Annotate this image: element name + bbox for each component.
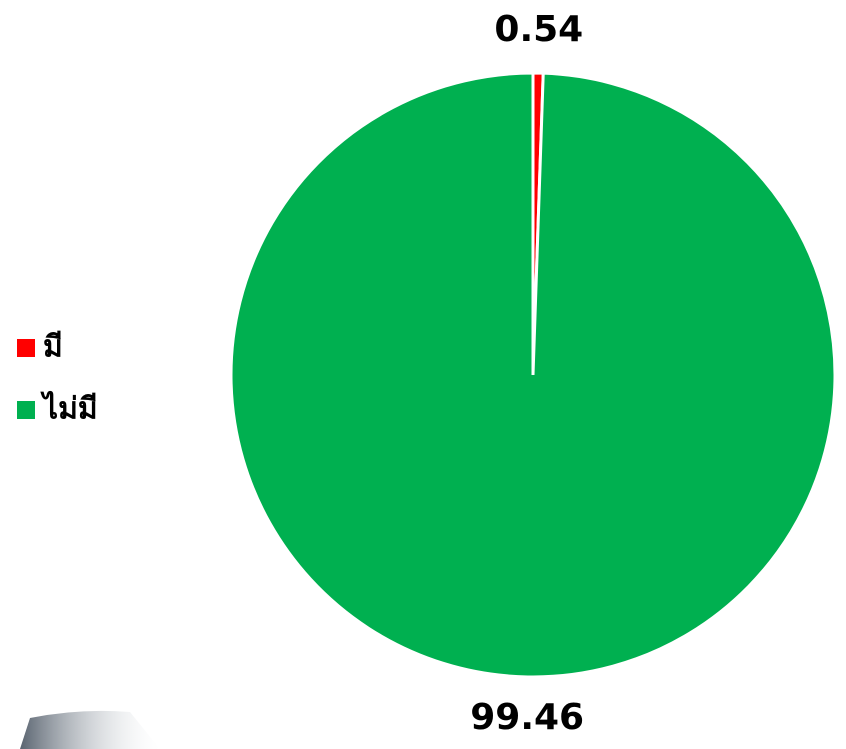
legend-swatch <box>17 401 35 419</box>
background-image <box>20 710 160 749</box>
data-label: 99.46 <box>470 697 584 738</box>
legend-label: มี <box>43 330 63 365</box>
legend-label: ไม่มี <box>40 391 98 427</box>
pie-slice <box>229 71 837 679</box>
data-label: 0.54 <box>494 9 583 50</box>
legend-swatch <box>17 339 35 357</box>
